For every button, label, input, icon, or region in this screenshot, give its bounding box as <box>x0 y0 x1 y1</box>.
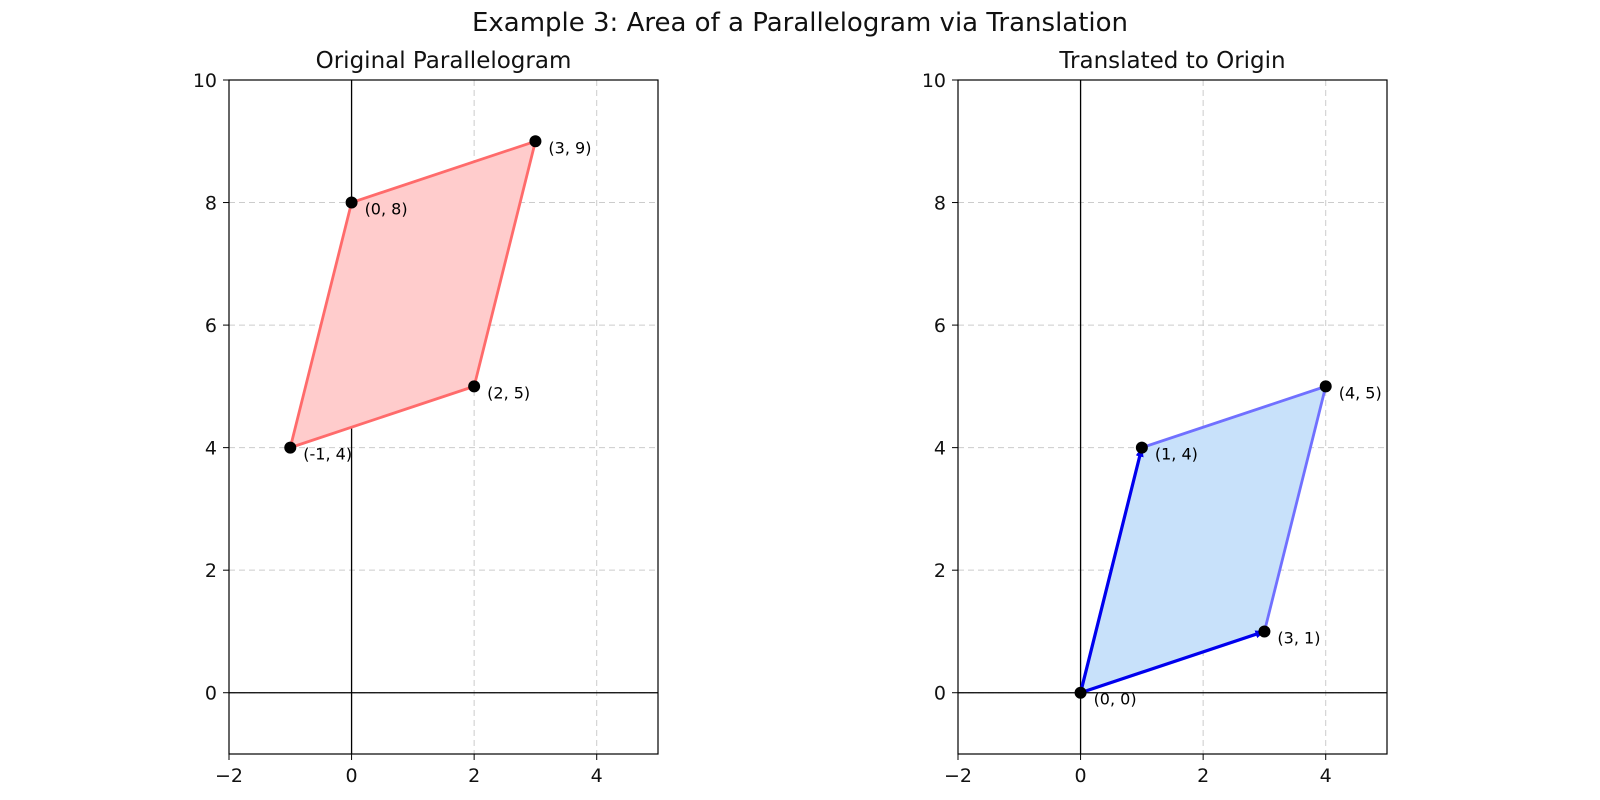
y-tick-label: 10 <box>922 70 946 92</box>
vertex-label: (3, 1) <box>1277 628 1320 647</box>
vertex-label: (3, 9) <box>548 138 591 157</box>
x-tick-label: 0 <box>1075 765 1087 787</box>
x-tick-label: 4 <box>1320 765 1332 787</box>
panel-original-parallelogram: (0, 8) (3, 9) (2, 5) (-1, 4) −2 0 2 4 0 2 4 6 8 10 Ori… <box>193 48 659 787</box>
y-tick-label: 4 <box>205 438 217 460</box>
x-tick-label: 0 <box>346 765 358 787</box>
vertex-point <box>529 135 542 148</box>
vertex-label: (0, 8) <box>365 200 408 219</box>
x-tick-label: −2 <box>944 765 972 787</box>
y-tick-label: 6 <box>205 315 217 337</box>
vector-arrow <box>1080 629 1266 695</box>
y-tick-label: 0 <box>205 683 217 705</box>
vertex-point <box>345 196 358 209</box>
x-tick-label: −2 <box>215 765 243 787</box>
vector-arrow <box>1079 446 1144 694</box>
y-tick-label: 8 <box>205 193 217 215</box>
x-tick-label: 2 <box>1197 765 1209 787</box>
vertex-point <box>1074 686 1087 699</box>
vertex-point <box>1135 441 1148 454</box>
vertex-label: (4, 5) <box>1339 383 1382 402</box>
panel-title: Translated to Origin <box>1058 48 1285 74</box>
y-tick-label: 8 <box>934 193 946 215</box>
y-tick-label: 2 <box>205 560 217 582</box>
vertex-label: (2, 5) <box>487 383 530 402</box>
plot-frame <box>957 79 1388 755</box>
y-tick-label: 6 <box>934 315 946 337</box>
panel-title: Original Parallelogram <box>316 48 572 74</box>
panel-translated-to-origin: (1, 4) (4, 5) (3, 1) (0, 0) −2 0 2 4 0 2 4 6 8 10 Tran… <box>922 48 1388 787</box>
vertex-label: (0, 0) <box>1094 690 1137 709</box>
figure-title: Example 3: Area of a Parallelogram via T… <box>471 8 1129 38</box>
vertex-point <box>1258 625 1271 638</box>
x-tick-label: 4 <box>591 765 603 787</box>
vertex-point <box>284 441 297 454</box>
y-tick-label: 10 <box>193 70 217 92</box>
x-tick-label: 2 <box>468 765 480 787</box>
vertex-point <box>468 380 481 393</box>
plot-frame <box>228 79 659 755</box>
vertex-label: (1, 4) <box>1155 445 1198 464</box>
y-tick-label: 4 <box>934 438 946 460</box>
vertex-label: (-1, 4) <box>303 445 352 464</box>
y-tick-label: 0 <box>934 683 946 705</box>
y-tick-label: 2 <box>934 560 946 582</box>
vertex-point <box>1319 380 1332 393</box>
